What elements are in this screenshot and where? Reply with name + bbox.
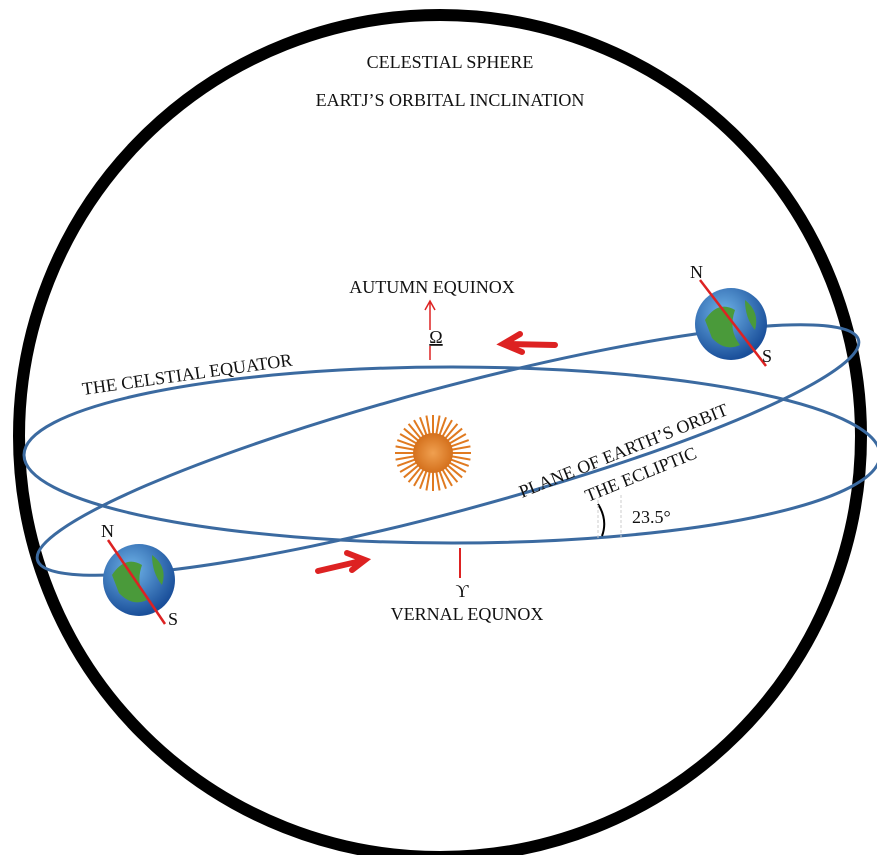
sun-ray (395, 455, 416, 461)
sun-ray (435, 415, 441, 436)
sun-ray (438, 416, 447, 437)
pole: S (168, 609, 178, 629)
sun-ray (419, 469, 428, 490)
celestial-equator (22, 365, 877, 545)
sun-ray (446, 463, 463, 479)
sun-ray (399, 433, 418, 445)
angle-arc (597, 503, 606, 537)
sun-ray (396, 458, 417, 467)
sun-ray (413, 468, 425, 487)
sun-ray (403, 463, 420, 479)
sun-ray (399, 461, 418, 473)
earth (103, 539, 175, 625)
sun-ray (403, 427, 420, 443)
sun-ray (450, 455, 471, 461)
sun-ray (449, 458, 470, 467)
sun-ray (425, 470, 431, 491)
subtitle: EARTJ’S ORBITAL INCLINATION (316, 90, 585, 110)
sun (395, 415, 471, 491)
sun-ray (449, 439, 470, 448)
sun-ray (450, 445, 471, 451)
sun-ray (425, 415, 431, 436)
earth (695, 279, 767, 367)
sun-ray (443, 423, 459, 440)
ecliptic (35, 323, 861, 577)
symbol: Ω (429, 327, 442, 347)
label: VERNAL EQUNOX (391, 604, 544, 624)
sun-ray (441, 419, 453, 438)
sun-ray (448, 433, 467, 445)
pole: N (101, 521, 114, 541)
sun-ray (407, 466, 423, 483)
sun-ray (443, 466, 459, 483)
sun-ray (407, 423, 423, 440)
sun-ray (435, 470, 441, 491)
sun-ray (448, 461, 467, 473)
sun-ray (413, 419, 425, 438)
pole: S (762, 346, 772, 366)
title: CELESTIAL SPHERE (367, 52, 534, 72)
sun-ray (446, 427, 463, 443)
sun-ray (395, 445, 416, 451)
sun-ray (438, 469, 447, 490)
sun-ray (441, 468, 453, 487)
sun-ray (396, 439, 417, 448)
label: AUTUMN EQUINOX (349, 277, 514, 297)
sun-ray (419, 416, 428, 437)
orbit-arrow (496, 331, 558, 355)
symbol: ϒ (456, 581, 470, 601)
orbit-arrow (315, 550, 372, 574)
pole: N (690, 262, 703, 282)
arrow-head (424, 299, 436, 311)
angle: 23.5° (632, 507, 671, 527)
